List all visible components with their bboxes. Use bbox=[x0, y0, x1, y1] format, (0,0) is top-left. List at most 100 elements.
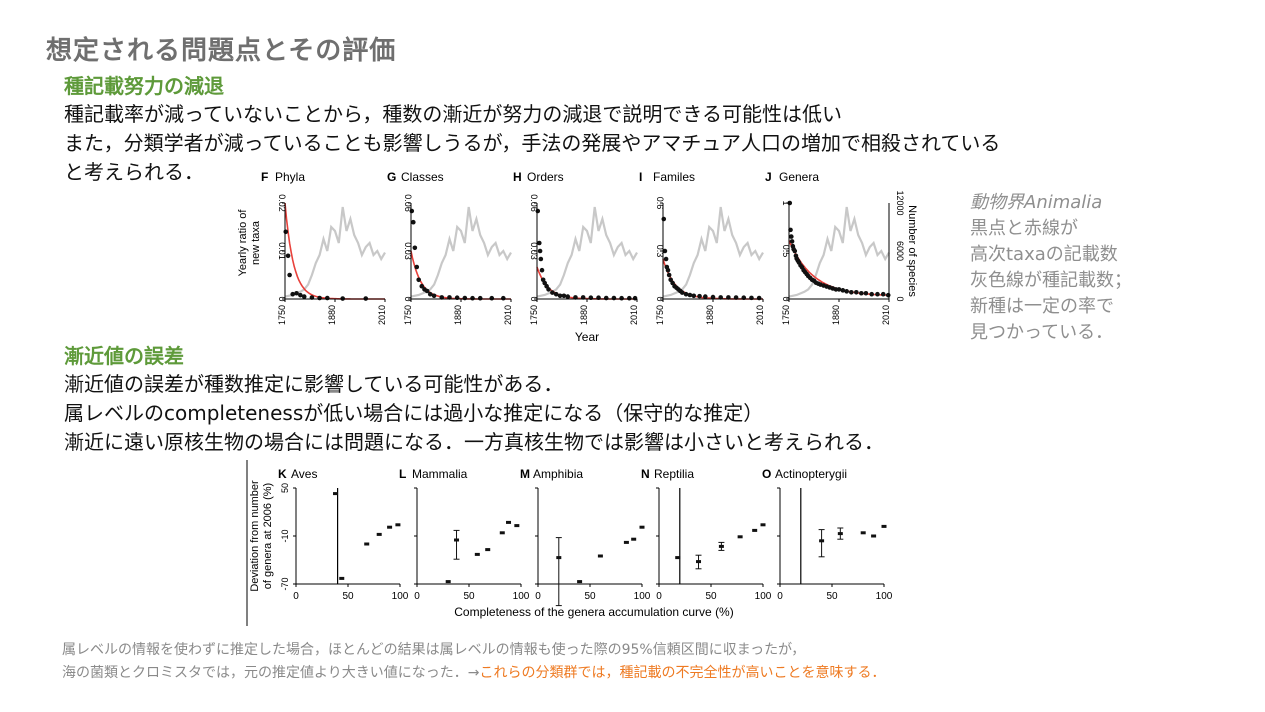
data-point bbox=[792, 248, 798, 254]
side-note-line: 高次taxaの記載数 bbox=[970, 244, 1118, 265]
y-axis-label: of genera at 2006 (%) bbox=[262, 483, 274, 589]
body-line: と考えられる． bbox=[64, 160, 204, 184]
fit-curve bbox=[284, 202, 385, 300]
panel-letter: K bbox=[278, 467, 287, 481]
body-line: 漸近値の誤差が種数推定に影響している可能性がある． bbox=[64, 372, 564, 396]
x-tick-label: 1880 bbox=[453, 305, 463, 325]
panel-h: H Orders 0.06 0.03 0 1750 1880 2010 bbox=[513, 170, 639, 325]
data-point bbox=[675, 556, 681, 560]
x-tick-label: 0 bbox=[656, 591, 662, 602]
data-point bbox=[665, 267, 671, 273]
x-tick-label: 1880 bbox=[705, 305, 715, 325]
data-point bbox=[880, 291, 886, 297]
x-tick-label: 50 bbox=[705, 591, 717, 602]
panel-title: Familes bbox=[653, 170, 695, 184]
data-point bbox=[696, 560, 702, 564]
data-point bbox=[287, 272, 292, 278]
panel-o: O Actinopterygii 0 50 100 bbox=[762, 467, 893, 602]
panel-title: Phyla bbox=[275, 170, 305, 184]
data-point bbox=[627, 295, 632, 301]
body-line: 属レベルのcompletenessが低い場合には過小な推定になる（保守的な推定） bbox=[64, 401, 764, 425]
species-count-line bbox=[410, 206, 512, 298]
data-point bbox=[376, 532, 382, 536]
y-tick-label: 1 bbox=[781, 200, 791, 205]
panel-title: Aves bbox=[291, 467, 317, 481]
x-tick-label: 100 bbox=[634, 591, 651, 602]
data-point bbox=[871, 534, 877, 538]
y-tick-label: 50 bbox=[280, 483, 290, 493]
data-point bbox=[506, 520, 512, 524]
y-tick-label: 0.06 bbox=[403, 194, 413, 212]
data-point bbox=[501, 295, 506, 301]
panel-letter: H bbox=[513, 170, 522, 184]
body-line: 種記載率が減っていないことから，種数の漸近が努力の減退で説明できる可能性は低い bbox=[64, 102, 842, 126]
data-point bbox=[603, 295, 609, 301]
data-point bbox=[283, 229, 289, 235]
footer-line: 海の菌類とクロミスタでは，元の推定値より大きい値になった．→これらの分類群では，… bbox=[62, 662, 885, 682]
side-note-line: 見つかっている． bbox=[970, 322, 1114, 343]
body-line: 漸近に遠い原核生物の場合には問題になる．一方真核生物では影響は小さいと考えられる… bbox=[64, 430, 884, 454]
data-point bbox=[431, 293, 437, 299]
data-point bbox=[756, 295, 762, 301]
x-tick-label: 1880 bbox=[327, 305, 337, 325]
right-axis-label: Number of species bbox=[906, 205, 918, 297]
x-tick-label: 0 bbox=[414, 591, 420, 602]
data-point bbox=[419, 283, 425, 289]
side-note-line: 灰色線が種記載数； bbox=[970, 270, 1132, 291]
data-point bbox=[499, 531, 505, 535]
data-point bbox=[718, 544, 724, 548]
data-point bbox=[477, 295, 483, 301]
x-tick-label: 100 bbox=[513, 591, 530, 602]
panel-title: Genera bbox=[779, 170, 819, 184]
species-count-line bbox=[788, 206, 890, 298]
data-point bbox=[869, 291, 874, 297]
data-point bbox=[819, 539, 825, 543]
y-axis-label: Yearly ratio of bbox=[237, 209, 249, 277]
x-tick-label: 1750 bbox=[277, 305, 287, 325]
x-tick-label: 50 bbox=[584, 591, 596, 602]
y-tick-label: 0.06 bbox=[529, 194, 539, 212]
x-tick-label: 0 bbox=[535, 591, 541, 602]
data-point bbox=[414, 264, 420, 270]
y-tick-label: 0.6 bbox=[655, 197, 665, 210]
data-point bbox=[454, 538, 460, 542]
data-point bbox=[411, 219, 416, 225]
x-tick-label: 1750 bbox=[529, 305, 539, 325]
data-point bbox=[427, 291, 433, 297]
x-tick-label: 2010 bbox=[881, 305, 891, 325]
y-tick-label: 0.03 bbox=[403, 242, 413, 260]
body-line: また，分類学者が減っていることも影響しうるが，手法の発展やアマチュア人口の増加で… bbox=[64, 131, 1001, 155]
data-point bbox=[691, 293, 697, 299]
y-axis-label: Deviation from number bbox=[249, 480, 261, 592]
x-tick-label: 50 bbox=[463, 591, 475, 602]
data-point bbox=[836, 287, 842, 292]
data-point bbox=[538, 256, 544, 262]
y-tick-label: -10 bbox=[280, 529, 290, 542]
species-count-line bbox=[536, 206, 638, 298]
data-point bbox=[863, 290, 869, 296]
panel-letter: I bbox=[639, 170, 642, 184]
panel-f: F Phyla 0.02 0.01 0 1750 1880 2010 bbox=[261, 170, 387, 325]
panel-n: N Reptilia 0 50 100 bbox=[641, 467, 772, 602]
data-point bbox=[849, 289, 854, 295]
data-point bbox=[317, 295, 322, 301]
y-tick-label: 0.3 bbox=[655, 245, 665, 258]
section-heading-error: 漸近値の誤差 bbox=[64, 344, 184, 368]
side-note-line: 黒点と赤線が bbox=[970, 218, 1078, 239]
panel-title: Reptilia bbox=[654, 467, 694, 481]
panel-m: M Amphibia 0 50 100 bbox=[520, 467, 651, 607]
y-tick-label: 0.03 bbox=[529, 242, 539, 260]
x-tick-label: 1880 bbox=[579, 305, 589, 325]
panel-letter: F bbox=[261, 170, 268, 184]
x-tick-label: 100 bbox=[392, 591, 409, 602]
x-tick-label: 2010 bbox=[755, 305, 765, 325]
data-point bbox=[298, 292, 303, 298]
data-point bbox=[339, 576, 345, 580]
data-point bbox=[663, 256, 669, 262]
data-point bbox=[485, 548, 491, 552]
data-point bbox=[301, 294, 307, 299]
data-point bbox=[679, 290, 685, 295]
right-tick-label: 12000 bbox=[895, 190, 905, 215]
data-point bbox=[837, 532, 843, 536]
x-tick-label: 100 bbox=[755, 591, 772, 602]
